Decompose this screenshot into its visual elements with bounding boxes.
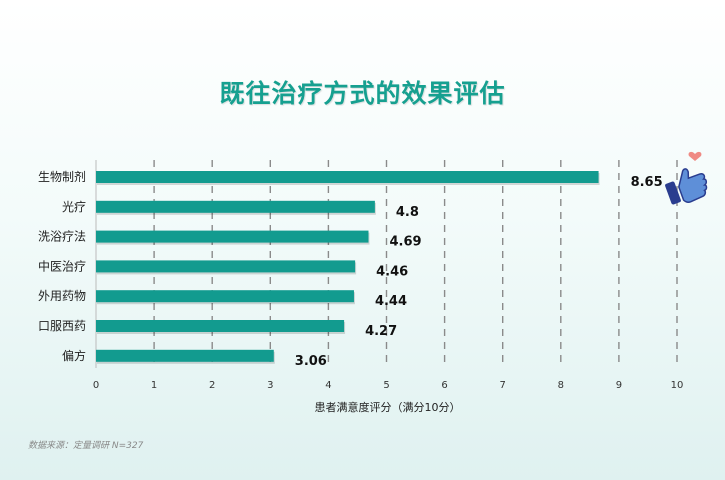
bar [96, 200, 375, 213]
thumbs-up-icon [665, 151, 708, 205]
value-labels: 8.65 4.8 4.69 4.46 4.44 4.27 3.06 [295, 175, 663, 369]
x-tick-label: 7 [500, 380, 506, 391]
value-label: 4.46 [376, 264, 408, 279]
x-tick-label: 1 [151, 380, 157, 391]
bar [96, 171, 599, 183]
heart-icon [688, 151, 702, 161]
x-tick-label: 9 [616, 380, 622, 391]
source-note: 数据来源：定量调研 N=327 [28, 441, 144, 451]
x-tick-label: 4 [325, 380, 331, 391]
x-tick-label: 2 [209, 380, 215, 391]
category-label: 生物制剂 [38, 169, 86, 184]
x-tick-label: 6 [441, 380, 447, 391]
category-label: 口服西药 [38, 319, 86, 333]
thumb-cuff [665, 181, 681, 205]
category-label: 中医治疗 [38, 258, 86, 273]
category-label: 外用药物 [38, 289, 86, 303]
thumb-hand [678, 168, 708, 203]
x-tick-label: 3 [267, 380, 273, 391]
x-axis-label: 患者满意度评分（满分10分） [314, 401, 461, 414]
x-tick-labels: 0 1 2 3 4 5 6 7 8 9 10 [93, 380, 684, 391]
value-label: 4.8 [396, 205, 419, 220]
x-tick-label: 5 [383, 380, 389, 391]
value-label: 4.44 [375, 294, 407, 309]
bars [96, 171, 600, 364]
category-label: 洗浴疗法 [38, 230, 86, 244]
bar [96, 290, 354, 303]
value-label: 4.27 [365, 324, 397, 339]
x-tick-label: 8 [558, 380, 564, 391]
bar [96, 320, 345, 332]
bar [96, 349, 274, 362]
category-label: 光疗 [62, 200, 86, 214]
bar [96, 230, 369, 243]
x-tick-label: 10 [671, 380, 684, 391]
category-label: 偏方 [62, 348, 86, 363]
value-label: 8.65 [631, 175, 663, 190]
bar [96, 260, 356, 273]
value-label: 4.69 [389, 235, 421, 250]
value-label: 3.06 [295, 354, 327, 369]
chart-title: 既往治疗方式的效果评估 [219, 79, 506, 108]
x-tick-label: 0 [93, 380, 99, 391]
